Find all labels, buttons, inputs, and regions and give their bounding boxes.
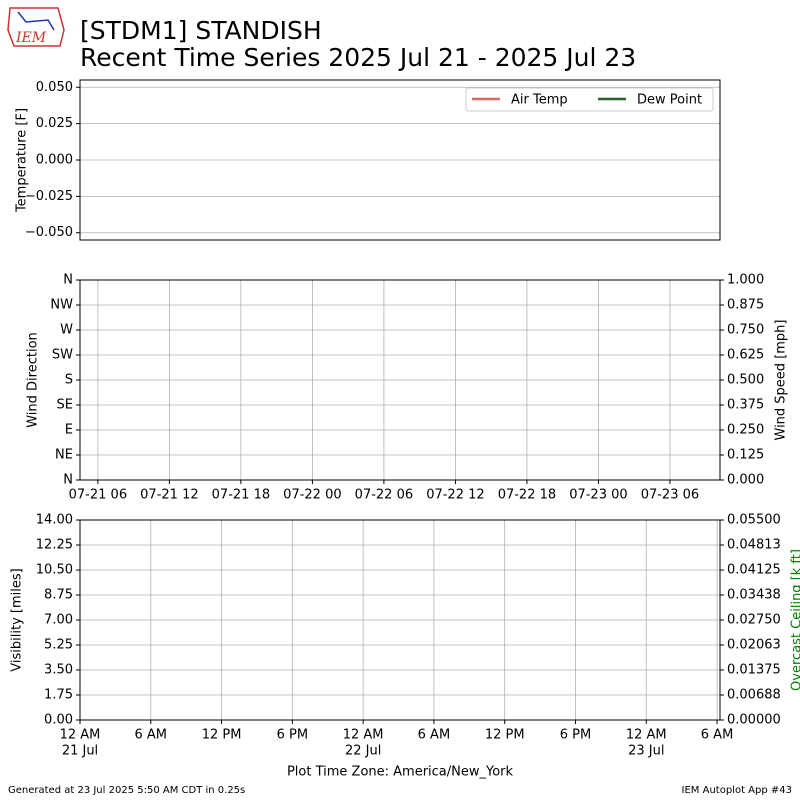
y2-tick-label: 0.875 xyxy=(727,298,764,313)
x-tick-label: 07-21 18 xyxy=(212,488,270,503)
x-tick-label: 12 AM xyxy=(626,728,667,743)
x-tick-label: 12 AM xyxy=(343,728,384,743)
y-tick-label: NW xyxy=(50,298,73,313)
y2-tick-label: 0.750 xyxy=(727,323,764,338)
x-tick-label: 12 AM xyxy=(60,728,101,743)
y2-tick-label: 0.500 xyxy=(727,373,764,388)
y-tick-label: NE xyxy=(55,448,73,463)
y-tick-label: 0.00 xyxy=(44,713,73,728)
y-tick-label: SE xyxy=(57,398,73,413)
y-tick-label: N xyxy=(63,473,73,488)
y-tick-label: 1.75 xyxy=(44,688,73,703)
x-tick-date: 21 Jul xyxy=(62,744,98,759)
y2-axis-label: Wind Speed [mph] xyxy=(774,320,789,441)
y-tick-label: 7.00 xyxy=(44,613,73,628)
y2-tick-label: 0.375 xyxy=(727,398,764,413)
x-tick-label: 6 AM xyxy=(135,728,168,743)
footer-right: IEM Autoplot App #43 xyxy=(682,785,792,796)
y-tick-label: 3.50 xyxy=(44,663,73,678)
y-axis-label: Wind Direction xyxy=(26,332,41,428)
y2-tick-label: 0.00000 xyxy=(727,713,781,728)
x-axis-label: Plot Time Zone: America/New_York xyxy=(287,765,514,780)
y-tick-label: −0.025 xyxy=(25,189,73,204)
y2-tick-label: 0.03438 xyxy=(727,587,781,602)
y-tick-label: W xyxy=(60,323,73,338)
y2-tick-label: 0.02063 xyxy=(727,637,781,652)
plot-frame xyxy=(79,279,721,481)
y2-tick-label: 0.01375 xyxy=(727,663,781,678)
y2-tick-label: 0.02750 xyxy=(727,613,781,628)
y-tick-label: 12.25 xyxy=(36,538,73,553)
y2-tick-label: 0.04125 xyxy=(727,563,781,578)
x-tick-label: 07-22 12 xyxy=(426,488,484,503)
x-tick-label: 12 PM xyxy=(202,728,242,743)
y-axis-label: Visibility [miles] xyxy=(10,568,25,671)
logo-lines xyxy=(17,11,55,31)
y-tick-label: 0.025 xyxy=(36,116,73,131)
logo-text: IEM xyxy=(15,30,47,46)
y2-tick-label: 0.125 xyxy=(727,448,764,463)
y2-tick-label: 0.250 xyxy=(727,423,764,438)
y-tick-label: E xyxy=(65,423,73,438)
footer-left: Generated at 23 Jul 2025 5:50 AM CDT in … xyxy=(8,785,245,796)
subtitle: Recent Time Series 2025 Jul 21 - 2025 Ju… xyxy=(80,43,636,72)
y2-tick-label: 0.625 xyxy=(727,348,764,363)
title: [STDM1] STANDISH xyxy=(80,16,322,45)
y2-tick-label: 0.05500 xyxy=(727,513,781,528)
legend-box xyxy=(465,87,714,112)
y-tick-label: 5.25 xyxy=(44,638,73,653)
y-tick-label: 10.50 xyxy=(36,563,73,578)
y-tick-label: 0.050 xyxy=(36,80,73,95)
y-tick-label: 14.00 xyxy=(36,513,73,528)
y2-tick-label: 1.000 xyxy=(727,273,764,288)
x-tick-label: 07-22 06 xyxy=(355,488,413,503)
x-tick-label: 07-23 00 xyxy=(569,488,627,503)
y2-tick-label: 0.04813 xyxy=(727,537,781,552)
x-tick-label: 07-23 06 xyxy=(641,488,699,503)
logo: IEM xyxy=(7,7,65,47)
y2-axis-label: Overcast Ceiling [k ft] xyxy=(790,549,800,691)
x-tick-label: 6 PM xyxy=(277,728,308,743)
y2-tick-label: 0.00688 xyxy=(727,687,781,702)
y2-tick-label: 0.000 xyxy=(727,473,764,488)
y-axis-label: Temperature [F] xyxy=(15,108,30,213)
x-tick-label: 07-21 12 xyxy=(140,488,198,503)
y-tick-label: −0.050 xyxy=(25,225,73,240)
x-tick-date: 23 Jul xyxy=(628,744,664,759)
x-tick-label: 6 PM xyxy=(560,728,591,743)
y-tick-label: 8.75 xyxy=(44,588,73,603)
x-tick-label: 07-22 18 xyxy=(498,488,556,503)
legend-label: Dew Point xyxy=(637,93,702,108)
legend-label: Air Temp xyxy=(511,93,568,108)
x-tick-label: 6 AM xyxy=(418,728,451,743)
plot-frame xyxy=(79,519,721,721)
x-tick-date: 22 Jul xyxy=(345,744,381,759)
y-tick-label: N xyxy=(63,273,73,288)
x-tick-label: 6 AM xyxy=(701,728,734,743)
plot-frame xyxy=(79,79,721,241)
y-tick-label: SW xyxy=(52,348,73,363)
x-tick-label: 07-21 06 xyxy=(69,488,127,503)
x-tick-label: 12 PM xyxy=(485,728,525,743)
y-tick-label: 0.000 xyxy=(36,153,73,168)
x-tick-label: 07-22 00 xyxy=(283,488,341,503)
y-tick-label: S xyxy=(65,373,73,388)
